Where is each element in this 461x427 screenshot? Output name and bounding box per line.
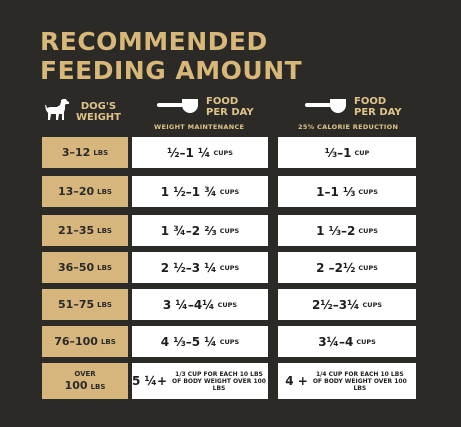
weight-cell: 36–50 LBS [42, 252, 128, 283]
reduction-cell: 3¼–4 CUPS [278, 326, 416, 357]
maintenance-value: 3 ¼–4¼ [162, 297, 215, 312]
food-header-line-1: FOOD [206, 96, 239, 107]
measuring-cup-icon [304, 96, 348, 118]
reduction-value: 1–1 ⅓ [316, 184, 356, 199]
weight-unit: LBS [97, 226, 112, 235]
maintenance-cell: 2 ½–3 ¼ CUPS [132, 252, 268, 283]
maintenance-unit: CUPS [219, 263, 240, 272]
weight-unit: LBS [97, 263, 112, 272]
maintenance-value: 2 ½–3 ¼ [160, 260, 217, 275]
reduction-unit: CUPS [356, 337, 376, 346]
weight-unit: LBS [100, 337, 116, 346]
weight-value: 51–75 [58, 298, 95, 311]
weight-value: 13–20 [58, 185, 95, 198]
reduction-unit: CUPS [358, 263, 378, 272]
maintenance-value: 1 ¾–2 ⅔ [160, 223, 217, 238]
reduction-value: 1 ⅓–2 [316, 223, 356, 238]
food-header-line-2: PER DAY [354, 107, 402, 118]
reduction-unit: CUP [354, 148, 370, 157]
weight-unit: LBS [97, 187, 112, 196]
reduction-cell: 1 ⅓–2 CUPS [278, 215, 416, 246]
weight-value: 3–12 [61, 146, 91, 159]
maintenance-cell: 3 ¼–4¼ CUPS [132, 289, 268, 320]
maintenance-unit: CUPS [219, 187, 240, 196]
maintenance-unit: CUPS [213, 148, 233, 157]
weight-header-line-1: DOG'S [80, 101, 117, 112]
maintenance-cell: 1 ½–1 ¾ CUPS [132, 176, 268, 207]
maintenance-value: 1 ½–1 ¾ [160, 184, 217, 199]
maintenance-value: ½–1 ¼ [167, 145, 211, 160]
reduction-subheader: 25% CALORIE REDUCTION [298, 123, 399, 131]
reduction-cell: 4 + 1/4 CUP FOR EACH 10 LBS OF BODY WEIGH… [278, 363, 416, 399]
maintenance-unit: CUPS [219, 337, 240, 346]
reduction-column-header: FOOD PER DAY [304, 96, 402, 118]
weight-header-line-2: WEIGHT [76, 112, 121, 123]
maintenance-value: 4 ⅓–5 ¼ [160, 334, 217, 349]
weight-value: 36–50 [58, 261, 95, 274]
food-header-line-2: PER DAY [206, 107, 254, 118]
weight-unit: LBS [93, 148, 109, 157]
food-header-line-1: FOOD [354, 96, 387, 107]
reduction-cell: 2 –2½ CUPS [278, 252, 416, 283]
weight-unit: LBS [90, 383, 106, 391]
reduction-value: 2 –2½ [316, 260, 356, 275]
maintenance-unit: CUPS [219, 226, 240, 235]
measuring-cup-icon [156, 96, 200, 118]
maintenance-subheader: WEIGHT MAINTENANCE [154, 123, 245, 131]
reduction-value: ⅓–1 [324, 145, 352, 160]
reduction-value: 4 + [285, 374, 308, 388]
weight-value: 21–35 [58, 224, 95, 237]
reduction-unit: CUPS [358, 187, 378, 196]
reduction-cell: ⅓–1 CUP [278, 137, 416, 168]
weight-cell: 21–35 LBS [42, 215, 128, 246]
maintenance-note: 1/3 CUP FOR EACH 10 LBS OF BODY WEIGHT O… [172, 370, 266, 392]
reduction-note: 1/4 CUP FOR EACH 10 LBS OF BODY WEIGHT O… [312, 370, 407, 392]
maintenance-value: 5 ¼+ [132, 374, 168, 388]
weight-cell: 13–20 LBS [42, 176, 128, 207]
maintenance-column-header: FOOD PER DAY [156, 96, 254, 118]
reduction-unit: CUPS [358, 226, 378, 235]
maintenance-cell: 5 ¼+ 1/3 CUP FOR EACH 10 LBS OF BODY WEIG… [132, 363, 268, 399]
title-line-2: FEEDING AMOUNT [40, 56, 303, 85]
weight-cell: OVER 100 LBS [42, 363, 128, 399]
reduction-cell: 1–1 ⅓ CUPS [278, 176, 416, 207]
maintenance-cell: 1 ¾–2 ⅔ CUPS [132, 215, 268, 246]
weight-prefix: OVER [74, 370, 96, 378]
weight-unit: LBS [97, 300, 112, 309]
reduction-cell: 2½–3¼ CUPS [278, 289, 416, 320]
weight-cell: 76–100 LBS [42, 326, 128, 357]
reduction-unit: CUPS [362, 300, 383, 309]
maintenance-cell: ½–1 ¼ CUPS [132, 137, 268, 168]
weight-value: 100 [64, 379, 88, 392]
weight-value: 76–100 [54, 335, 98, 348]
page-title: RECOMMENDED FEEDING AMOUNT [40, 27, 302, 85]
reduction-value: 2½–3¼ [311, 297, 360, 312]
dog-icon [44, 98, 70, 126]
weight-column-header: DOG'S WEIGHT [44, 98, 121, 126]
title-line-1: RECOMMENDED [40, 27, 268, 56]
weight-cell: 3–12 LBS [42, 137, 128, 168]
maintenance-cell: 4 ⅓–5 ¼ CUPS [132, 326, 268, 357]
reduction-value: 3¼–4 [318, 334, 354, 349]
weight-cell: 51–75 LBS [42, 289, 128, 320]
maintenance-unit: CUPS [217, 300, 238, 309]
